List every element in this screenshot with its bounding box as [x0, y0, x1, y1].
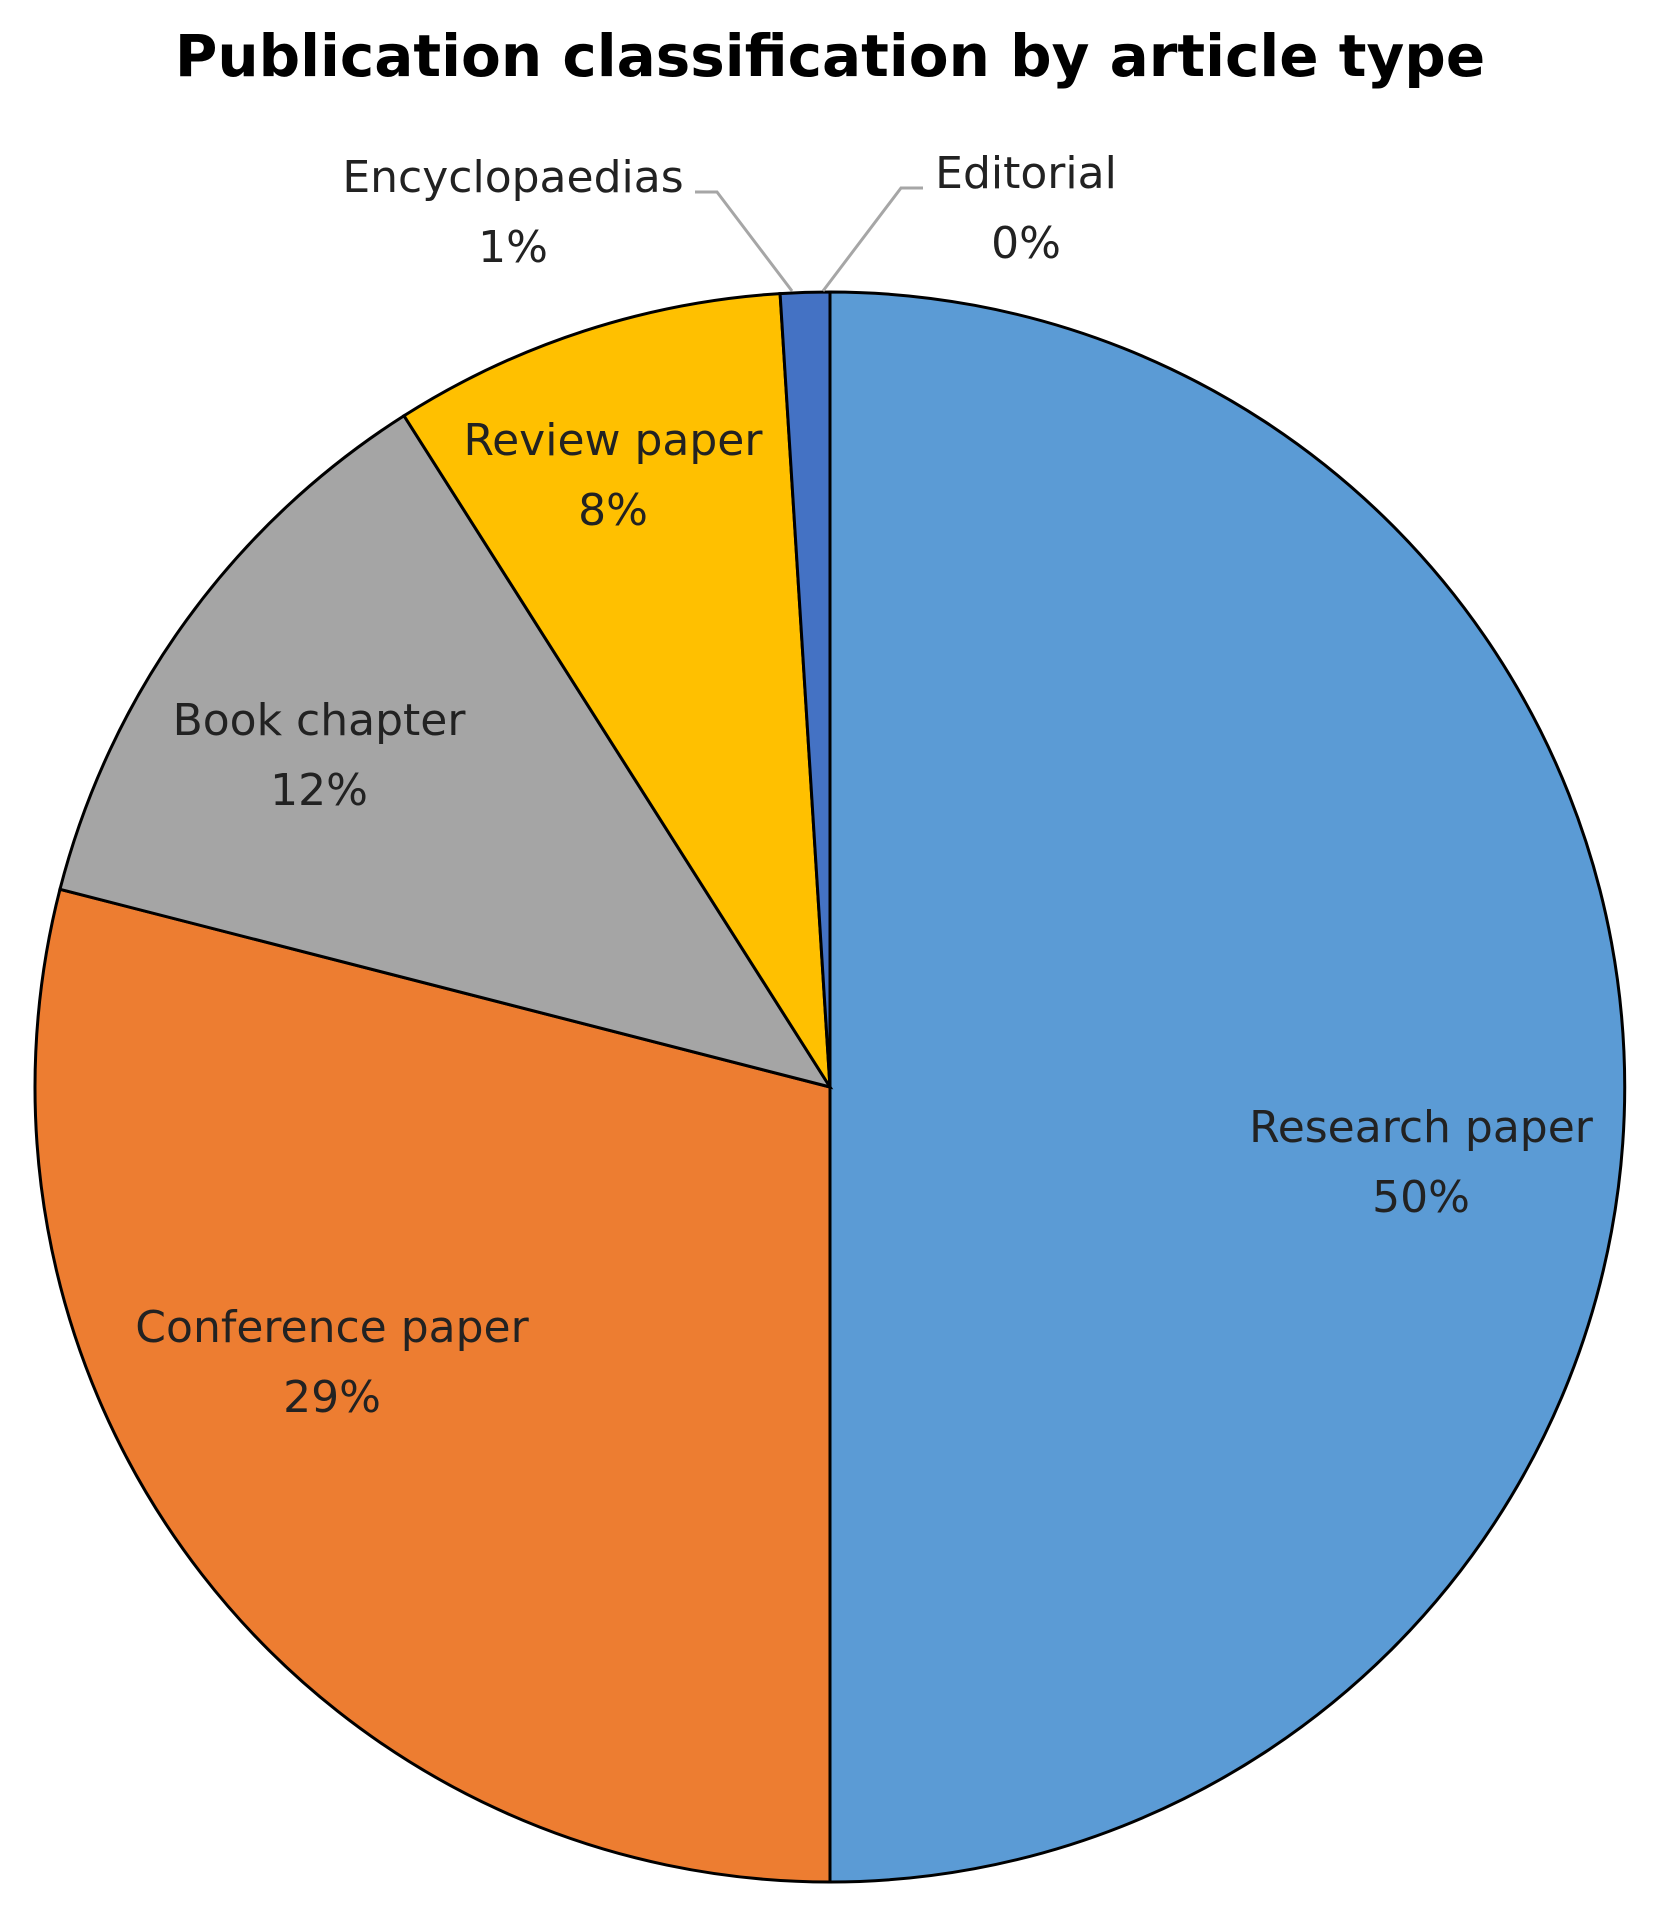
slice-value-label: 8%	[578, 485, 648, 536]
leader-line	[695, 190, 794, 292]
slice-label: Encyclopaedias	[342, 152, 683, 203]
leader-line	[821, 186, 923, 292]
slice-value-label: 0%	[991, 218, 1061, 269]
slice-value-label: 12%	[270, 765, 368, 816]
slice-value-label: 1%	[478, 222, 548, 273]
pie-slice	[828, 290, 1627, 1884]
slice-value-label: 29%	[283, 1372, 381, 1423]
chart-title: Publication classification by article ty…	[175, 22, 1485, 90]
slice-label: Review paper	[464, 415, 764, 466]
slice-label: Book chapter	[173, 695, 467, 746]
pie-slice	[401, 291, 832, 1088]
slice-label: Editorial	[935, 148, 1117, 199]
slice-value-label: 50%	[1372, 1172, 1470, 1223]
pie-slice	[58, 413, 834, 1090]
slice-label: Research paper	[1249, 1102, 1594, 1153]
slice-label: Conference paper	[135, 1302, 529, 1353]
pie-slice	[33, 887, 832, 1884]
